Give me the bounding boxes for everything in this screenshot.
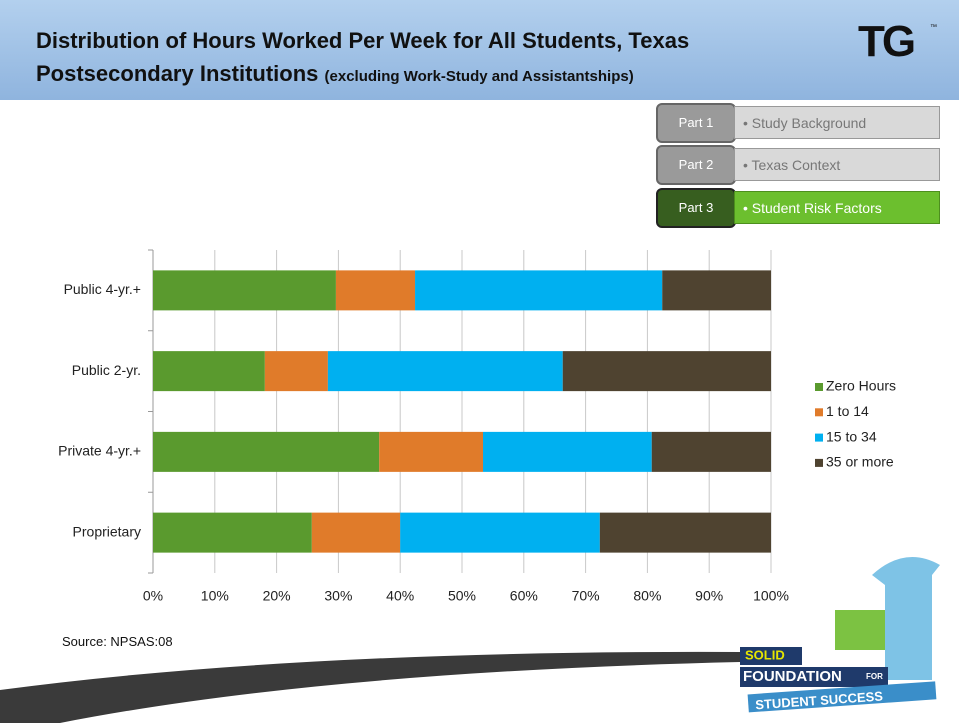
x-tick-label: 20% — [263, 588, 291, 604]
bar — [153, 513, 312, 553]
bar — [400, 513, 600, 553]
legend-swatch — [815, 459, 823, 467]
chart: SOLID FOUNDATION FOR STUDENT SUCCESS 0% 1… — [0, 0, 959, 723]
bar — [153, 270, 336, 310]
logo-text: FOR — [866, 672, 883, 681]
x-tick-label: 30% — [324, 588, 352, 604]
x-tick-label: 70% — [572, 588, 600, 604]
x-tick-label: 100% — [753, 588, 789, 604]
legend-label: Zero Hours — [826, 378, 896, 394]
x-tick-label: 60% — [510, 588, 538, 604]
bar — [652, 432, 771, 472]
y-tick-label: Public 2-yr. — [72, 362, 141, 378]
x-tick-label: 90% — [695, 588, 723, 604]
decoration — [0, 652, 740, 723]
logo-text: STUDENT SUCCESS — [755, 688, 884, 712]
legend-swatch — [815, 408, 823, 416]
bar — [153, 351, 265, 391]
page: {"header": {"title": "Distribution of Ho… — [0, 0, 959, 723]
bar — [265, 351, 328, 391]
bar — [379, 432, 483, 472]
bar — [153, 432, 379, 472]
logo-text: SOLID — [745, 647, 785, 662]
legend-label: 1 to 14 — [826, 403, 869, 419]
y-tick-label: Public 4-yr.+ — [64, 281, 141, 297]
legend-label: 35 or more — [826, 454, 894, 470]
legend-swatch — [815, 383, 823, 391]
bar — [563, 351, 771, 391]
y-tick-label: Proprietary — [73, 523, 141, 539]
x-tick-label: 10% — [201, 588, 229, 604]
slide: Distribution of Hours Worked Per Week fo… — [0, 0, 959, 723]
x-tick-label: 40% — [386, 588, 414, 604]
legend-label: 15 to 34 — [826, 428, 877, 444]
bar — [483, 432, 652, 472]
bar — [336, 270, 415, 310]
x-tick-label: 50% — [448, 588, 476, 604]
block — [835, 610, 885, 650]
x-tick-label: 80% — [633, 588, 661, 604]
logo-text: FOUNDATION — [743, 668, 842, 685]
bar — [600, 513, 771, 553]
y-tick-label: Private 4-yr.+ — [58, 443, 141, 459]
bar — [415, 270, 662, 310]
legend-swatch — [815, 434, 823, 442]
bar — [328, 351, 563, 391]
x-tick-label: 0% — [143, 588, 163, 604]
footer-logo: SOLID FOUNDATION FOR STUDENT SUCCESS — [740, 557, 940, 712]
bar — [312, 513, 400, 553]
bar — [662, 270, 771, 310]
